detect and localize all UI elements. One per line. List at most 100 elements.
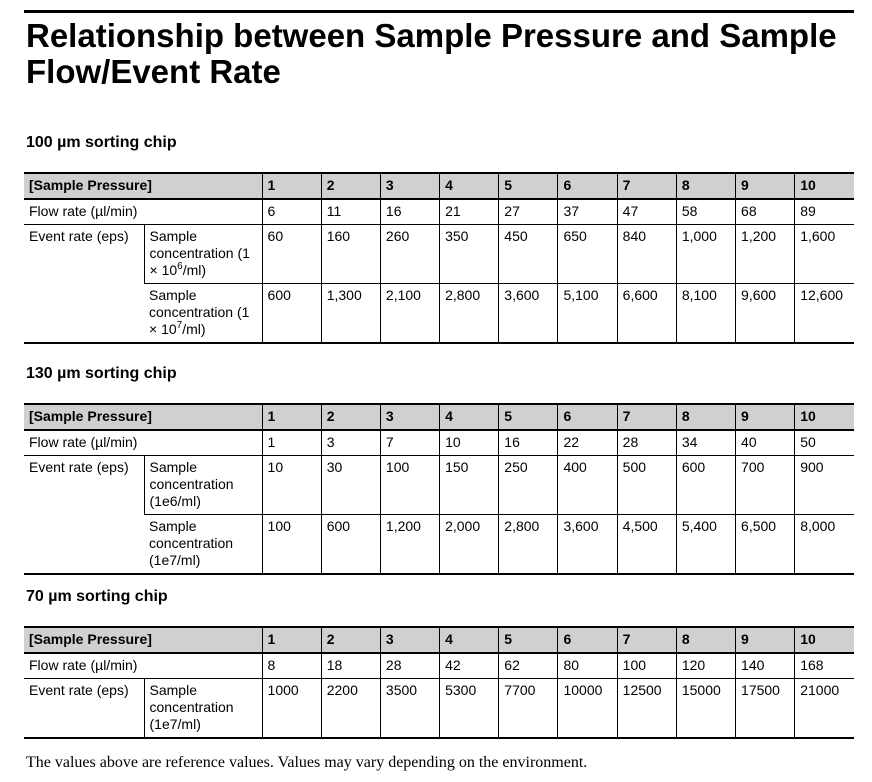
pressure-level: 7 (616, 173, 677, 200)
event-rate-value: 1000 (261, 678, 322, 738)
pressure-level: 3 (379, 173, 440, 200)
section-heading-100um: 100 µm sorting chip (26, 134, 177, 151)
flow-rate-value: 34 (675, 429, 736, 456)
event-rate-value: 1,200 (379, 514, 440, 574)
event-rate-value: 17500 (735, 678, 795, 738)
pressure-level: 10 (794, 627, 854, 654)
event-rate-value: 900 (794, 455, 854, 515)
event-rate-value: 10000 (557, 678, 618, 738)
event-rate-label: Event rate (eps) (24, 678, 145, 738)
flow-rate-label: Flow rate (µl/min) (24, 198, 263, 225)
flow-rate-value: 3 (320, 429, 381, 456)
flow-rate-value: 47 (616, 198, 677, 225)
event-rate-value: 3,600 (557, 514, 618, 574)
event-rate-value: 2,100 (379, 283, 440, 343)
flow-rate-value: 50 (794, 429, 854, 456)
table-130um-chip: [Sample Pressure] 1 2 3 4 5 6 7 8 9 10 Flow rate (µ… (24, 403, 854, 575)
concentration-text: Sample concentration (1e7/ml) (149, 518, 234, 568)
event-rate-value: 400 (557, 455, 618, 515)
event-rate-value: 260 (379, 224, 440, 284)
flow-rate-value: 80 (557, 652, 618, 679)
event-rate-value: 600 (675, 455, 736, 515)
sample-concentration-label: Sample concentration (1e7/ml) (144, 514, 263, 574)
event-rate-value: 3500 (379, 678, 440, 738)
event-rate-value: 160 (320, 224, 381, 284)
flow-rate-value: 28 (616, 429, 677, 456)
flow-rate-row: Flow rate (µl/min) 8 18 28 42 62 80 100 120 140 16… (24, 652, 854, 679)
event-rate-value: 100 (379, 455, 440, 515)
concentration-text: Sample concentration (1e7/ml) (149, 682, 234, 732)
concentration-exponent: 6 (177, 261, 183, 272)
flow-rate-value: 16 (498, 429, 558, 456)
event-rate-value: 4,500 (616, 514, 677, 574)
event-rate-value: 100 (261, 514, 322, 574)
event-rate-value: 650 (557, 224, 618, 284)
event-rate-value: 2,800 (498, 514, 558, 574)
pressure-level: 2 (320, 404, 381, 431)
flow-rate-value: 37 (557, 198, 618, 225)
pressure-level: 1 (261, 404, 322, 431)
event-rate-value: 6,500 (735, 514, 795, 574)
pressure-level: 6 (557, 627, 618, 654)
sample-concentration-label: Sample concentration (1 × 107/ml) (144, 283, 263, 343)
header-row: [Sample Pressure] 1 2 3 4 5 6 7 8 9 10 (24, 404, 854, 431)
event-rate-value: 6,600 (616, 283, 677, 343)
flow-rate-value: 28 (379, 652, 440, 679)
event-rate-value: 7700 (498, 678, 558, 738)
pressure-level: 10 (794, 173, 854, 200)
concentration-exponent: 7 (176, 320, 183, 331)
event-rate-value: 840 (616, 224, 677, 284)
section-heading-130um: 130 µm sorting chip (26, 365, 177, 382)
flow-rate-value: 22 (557, 429, 618, 456)
event-rate-value: 3,600 (498, 283, 558, 343)
flow-rate-value: 7 (379, 429, 440, 456)
event-rate-value: 5300 (439, 678, 499, 738)
page-title: Relationship between Sample Pressure and… (26, 17, 837, 90)
concentration-text: Sample concentration (1e6/ml) (149, 459, 234, 509)
pressure-level: 9 (735, 404, 795, 431)
flow-rate-value: 100 (616, 652, 677, 679)
event-rate-value: 450 (498, 224, 558, 284)
sample-concentration-label: Sample concentration (1e6/ml) (143, 455, 263, 515)
header-row: [Sample Pressure] 1 2 3 4 5 6 7 8 9 10 (24, 627, 854, 654)
event-rate-value: 5,400 (675, 514, 736, 574)
pressure-level: 8 (675, 404, 736, 431)
event-rate-row: Sample concentration (1e7/ml) 100 600 1,200… (24, 514, 854, 574)
concentration-text: Sample concentration (1 × 10 (149, 228, 250, 278)
event-rate-value: 2,000 (439, 514, 499, 574)
pressure-level: 3 (379, 627, 440, 654)
flow-rate-value: 89 (794, 198, 854, 225)
event-rate-value: 8,100 (675, 283, 736, 343)
flow-rate-value: 6 (261, 198, 322, 225)
pressure-level: 2 (320, 173, 381, 200)
pressure-level: 1 (261, 627, 322, 654)
event-rate-value: 8,000 (794, 514, 854, 574)
concentration-unit: /ml) (182, 321, 206, 337)
event-rate-value: 21000 (794, 678, 854, 738)
flow-rate-label: Flow rate (µl/min) (24, 652, 263, 679)
event-rate-value: 2,800 (439, 283, 499, 343)
flow-rate-value: 68 (735, 198, 795, 225)
flow-rate-value: 42 (439, 652, 499, 679)
pressure-level: 6 (557, 404, 618, 431)
reference-note: The values above are reference values. V… (26, 754, 588, 771)
pressure-level: 2 (320, 627, 381, 654)
flow-rate-value: 140 (735, 652, 795, 679)
pressure-level: 10 (794, 404, 854, 431)
flow-rate-value: 11 (320, 198, 381, 225)
event-rate-value: 15000 (675, 678, 736, 738)
sample-pressure-header: [Sample Pressure] (24, 627, 263, 654)
top-rule (24, 10, 854, 13)
event-rate-value: 600 (261, 283, 322, 343)
event-rate-value: 1,300 (320, 283, 381, 343)
pressure-level: 8 (675, 627, 736, 654)
pressure-level: 5 (498, 404, 558, 431)
event-rate-value: 12500 (616, 678, 677, 738)
event-rate-value: 1,600 (794, 224, 854, 284)
flow-rate-value: 27 (498, 198, 558, 225)
sample-concentration-label: Sample concentration (1e7/ml) (143, 678, 263, 738)
flow-rate-value: 16 (379, 198, 440, 225)
pressure-level: 9 (735, 173, 795, 200)
event-rate-row: Sample concentration (1 × 107/ml) 600 1,30… (24, 283, 854, 343)
flow-rate-value: 168 (794, 652, 854, 679)
